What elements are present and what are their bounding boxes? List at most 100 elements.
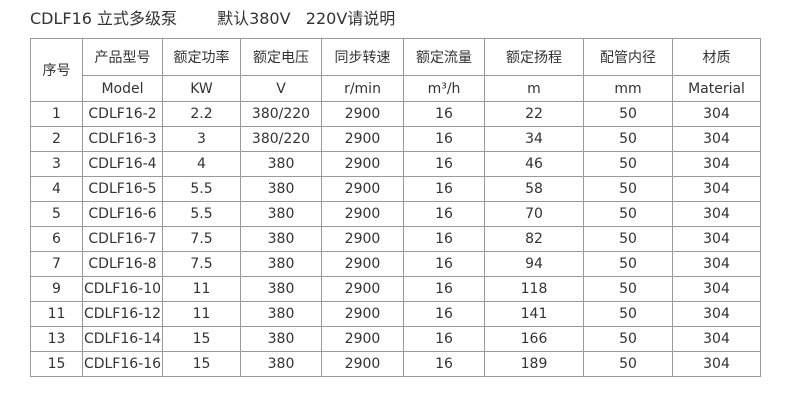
cell: 34 [484, 126, 584, 152]
cell: 70 [484, 201, 584, 227]
cell: 2900 [321, 126, 404, 152]
cell: 2900 [321, 326, 404, 352]
cell: 50 [583, 101, 673, 127]
cell: 16 [403, 276, 485, 302]
cell: CDLF16-14 [82, 326, 163, 352]
cell: 50 [583, 301, 673, 327]
title-bar: CDLF16 立式多级泵 默认380V 220V请说明 [30, 5, 435, 29]
cell: 11 [162, 301, 241, 327]
cell: 16 [403, 201, 485, 227]
cell: 5 [30, 201, 83, 227]
cell: 380 [240, 201, 322, 227]
cell: 82 [484, 226, 584, 252]
header-cell: 同步转速 [321, 38, 404, 76]
header-cell: KW [162, 75, 241, 102]
cell: 304 [672, 201, 761, 227]
cell: 50 [583, 251, 673, 277]
cell: 50 [583, 276, 673, 302]
cell: CDLF16-6 [82, 201, 163, 227]
cell: 11 [30, 301, 83, 327]
cell: 50 [583, 126, 673, 152]
cell: 16 [403, 101, 485, 127]
cell: 2900 [321, 201, 404, 227]
cell: CDLF16-8 [82, 251, 163, 277]
cell: 304 [672, 351, 761, 377]
cell: 2900 [321, 151, 404, 177]
cell: CDLF16-3 [82, 126, 163, 152]
data-row: 4 CDLF16-5 5.5 380 2900 16 58 50 304 [30, 176, 761, 202]
cell: 380 [240, 226, 322, 252]
cell: 304 [672, 151, 761, 177]
cell: 16 [403, 126, 485, 152]
header-cell: 额定功率 [162, 38, 241, 76]
cell: 2 [30, 126, 83, 152]
header-cell: Material [672, 75, 761, 102]
cell: CDLF16-4 [82, 151, 163, 177]
cell: 4 [30, 176, 83, 202]
cell: 304 [672, 251, 761, 277]
cell: 13 [30, 326, 83, 352]
cell: 141 [484, 301, 584, 327]
cell: 11 [162, 276, 241, 302]
cell: 304 [672, 301, 761, 327]
cell: 380 [240, 276, 322, 302]
header-cell: mm [583, 75, 673, 102]
header-row: 序号 产品型号 额定功率 额定电压 同步转速 额定流量 额定扬程 配管内径 材质 [30, 38, 761, 102]
cell: 22 [484, 101, 584, 127]
cell: 15 [162, 351, 241, 377]
cell: 304 [672, 101, 761, 127]
cell: 3 [30, 151, 83, 177]
cell: 2900 [321, 251, 404, 277]
cell: 6 [30, 226, 83, 252]
title: CDLF16 立式多级泵 [30, 9, 178, 28]
data-row: 15 CDLF16-16 15 380 2900 16 189 50 304 [30, 351, 761, 377]
cell: 50 [583, 326, 673, 352]
cell: 15 [162, 326, 241, 352]
cell: 2.2 [162, 101, 241, 127]
cell: 7.5 [162, 226, 241, 252]
data-row: 1 CDLF16-2 2.2 380/220 2900 16 22 50 304 [30, 101, 761, 127]
cell: 4 [162, 151, 241, 177]
header-cell: 产品型号 [82, 38, 163, 76]
cell: 16 [403, 301, 485, 327]
cell: 58 [484, 176, 584, 202]
cell: 304 [672, 176, 761, 202]
cell: 94 [484, 251, 584, 277]
cell: 189 [484, 351, 584, 377]
header-cell: 材质 [672, 38, 761, 76]
cell: 2900 [321, 351, 404, 377]
spec-table: 序号 产品型号 额定功率 额定电压 同步转速 额定流量 额定扬程 配管内径 材质 Model KW V… [30, 38, 761, 377]
cell: 380/220 [240, 126, 322, 152]
data-row: 3 CDLF16-4 4 380 2900 16 46 50 304 [30, 151, 761, 177]
cell: 1 [30, 101, 83, 127]
cell: 304 [672, 126, 761, 152]
cell: 15 [30, 351, 83, 377]
cell: 16 [403, 351, 485, 377]
data-row: 11 CDLF16-12 11 380 2900 16 141 50 304 [30, 301, 761, 327]
data-row: 2 CDLF16-3 3 380/220 2900 16 34 50 304 [30, 126, 761, 152]
data-row: 9 CDLF16-10 11 380 2900 16 118 50 304 [30, 276, 761, 302]
cell: 380 [240, 351, 322, 377]
cell: 304 [672, 226, 761, 252]
cell: 16 [403, 151, 485, 177]
header-cell: 额定流量 [403, 38, 485, 76]
cell: 380 [240, 176, 322, 202]
cell: 380 [240, 251, 322, 277]
header-cell: m [484, 75, 584, 102]
cell: CDLF16-10 [82, 276, 163, 302]
header-cell: 序号 [30, 38, 83, 102]
header-cell: V [240, 75, 322, 102]
cell: 16 [403, 176, 485, 202]
cell: 50 [583, 351, 673, 377]
cell: CDLF16-7 [82, 226, 163, 252]
cell: 3 [162, 126, 241, 152]
cell: 2900 [321, 301, 404, 327]
data-row: 5 CDLF16-6 5.5 380 2900 16 70 50 304 [30, 201, 761, 227]
cell: 7.5 [162, 251, 241, 277]
header-cell: r/min [321, 75, 404, 102]
data-row: 13 CDLF16-14 15 380 2900 16 166 50 304 [30, 326, 761, 352]
data-row: 7 CDLF16-8 7.5 380 2900 16 94 50 304 [30, 251, 761, 277]
cell: 2900 [321, 101, 404, 127]
cell: 380 [240, 326, 322, 352]
